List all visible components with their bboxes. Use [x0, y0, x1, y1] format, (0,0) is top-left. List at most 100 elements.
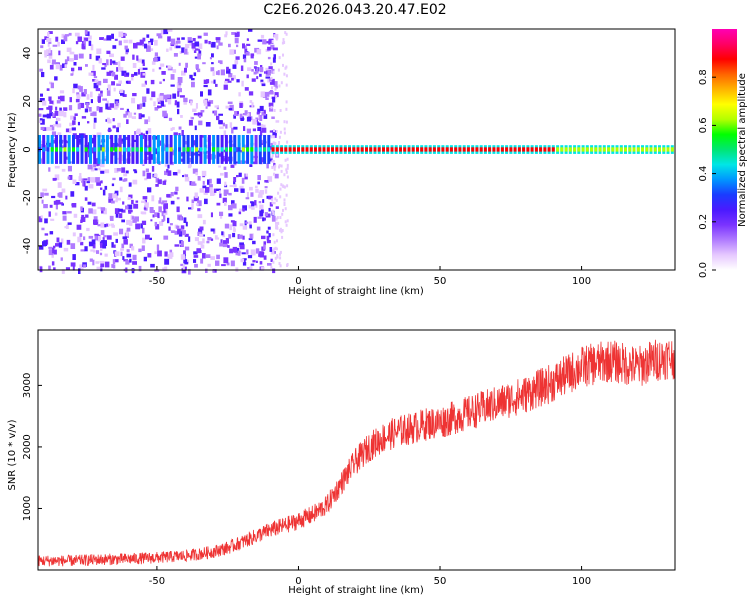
spectrogram-cell [261, 235, 266, 240]
spectrogram-cell [180, 254, 185, 260]
spectrogram-cell [221, 264, 226, 267]
spectrogram-cell [54, 111, 59, 116]
spectrogram-cell [125, 48, 129, 53]
spectrogram-cell [411, 147, 415, 152]
spectrogram-cell [77, 103, 81, 110]
spectrogram-cell [236, 44, 239, 48]
spectrogram-cell [38, 216, 43, 223]
spectrogram-cell [67, 176, 71, 180]
spectrogram-cell [121, 167, 126, 173]
spectrogram-cell [126, 219, 131, 225]
spectrogram-cell [259, 210, 264, 217]
spectrogram-cell [270, 44, 275, 50]
spectrogram-cell [251, 102, 254, 108]
spectrogram-cell [196, 150, 201, 153]
spectrogram-cell [42, 127, 47, 131]
spectrogram-cell [183, 97, 188, 103]
spectrogram-cell [63, 107, 68, 111]
spectrogram-cell [488, 147, 492, 152]
spectrogram-cell [239, 208, 242, 212]
spectrogram-cell [218, 120, 223, 125]
spectrogram-cell [276, 216, 279, 220]
spectrogram-cell [462, 147, 466, 152]
spectrogram-cell [261, 127, 267, 133]
spectrogram-cell [122, 147, 126, 152]
spectrogram-cell [140, 223, 143, 229]
spectrogram-cell [109, 59, 112, 66]
spectrogram-cell [126, 249, 130, 253]
spectrogram-cell [263, 109, 266, 114]
spectrogram-cell [286, 157, 289, 161]
spectrogram-cell [205, 106, 208, 109]
spectrogram-cell [68, 175, 73, 180]
spectrogram-cell [175, 40, 181, 44]
spectrogram-cell [77, 36, 82, 42]
spectrogram-cell [47, 32, 50, 38]
spectrogram-cell [219, 242, 223, 247]
spectrogram-cell [197, 112, 203, 117]
spectrogram-cell [263, 114, 268, 119]
spectrogram-cell [193, 196, 199, 202]
spectrogram-cell [93, 250, 96, 253]
spectrogram-cell [55, 62, 60, 65]
snr-ylabel: SNR (10 * v/v) [7, 419, 18, 490]
spectrogram-cell [112, 125, 116, 129]
spectrogram-cell [160, 101, 164, 107]
spectrogram-cell [128, 194, 133, 199]
spectrogram-cell [244, 48, 248, 54]
spectrogram-cell [252, 240, 256, 245]
spectrogram-cell [278, 164, 281, 168]
spectrogram-cell [141, 83, 146, 87]
spectrogram-cell [125, 170, 129, 174]
spectrogram-cell [99, 163, 105, 168]
spectrogram-cell [44, 52, 47, 58]
spectrogram-cell [112, 177, 116, 181]
spectrogram-cell [628, 147, 632, 152]
spectrogram-cell [153, 57, 158, 62]
spectrogram-cell [666, 147, 670, 152]
spectrogram-cell [116, 67, 119, 72]
spectrogram-cell [167, 170, 172, 176]
spectrogram-cell [169, 147, 173, 152]
spectrogram-cell [191, 152, 197, 156]
spectrogram-cell [131, 199, 134, 205]
spectrogram-cell [140, 211, 144, 214]
spectrogram-cell [286, 140, 289, 144]
spectrogram-cell [268, 207, 271, 212]
spectrogram-cell [98, 167, 101, 171]
spectrogram-cell [85, 64, 88, 67]
spectrogram-cell [279, 109, 282, 112]
spectrogram-cell [104, 224, 107, 228]
spectrogram-cell [52, 44, 58, 47]
spectrogram-cell [161, 219, 165, 222]
spectrogram-cell [207, 101, 211, 107]
spectrogram-cell [113, 232, 118, 236]
spectrogram-cell [42, 100, 47, 106]
spectrogram-cell [79, 86, 83, 92]
spectrogram-cell [73, 116, 76, 121]
spectrogram-cell [186, 51, 189, 55]
spectrogram-cell [91, 202, 96, 207]
spectrogram-cell [225, 124, 228, 129]
spectrogram-cell [105, 103, 109, 110]
spectrogram-cell [95, 158, 98, 164]
spectrogram-cell [158, 35, 163, 39]
spectrogram-cell [55, 121, 58, 125]
spectrogram-cell [236, 31, 240, 37]
spectrogram-cell [166, 194, 171, 198]
spectrogram-cell [500, 147, 504, 152]
spectrogram-cell [280, 147, 284, 152]
spectrogram-cell [200, 244, 205, 249]
spectrogram-cell [145, 205, 149, 208]
spectrogram-cell [142, 62, 145, 66]
spectrogram-cell [279, 130, 282, 134]
spectrogram-cell [179, 216, 183, 221]
spectrogram-cell [259, 251, 264, 258]
spectrogram-cell [186, 259, 189, 264]
spectrogram-cell [277, 191, 280, 195]
spectrogram-cell [198, 115, 202, 118]
spectrogram-cell [75, 182, 80, 186]
spectrogram-cell [43, 204, 48, 209]
figure-title: C2E6.2026.043.20.47.E02 [263, 2, 446, 18]
spectrogram-cell [181, 37, 185, 40]
